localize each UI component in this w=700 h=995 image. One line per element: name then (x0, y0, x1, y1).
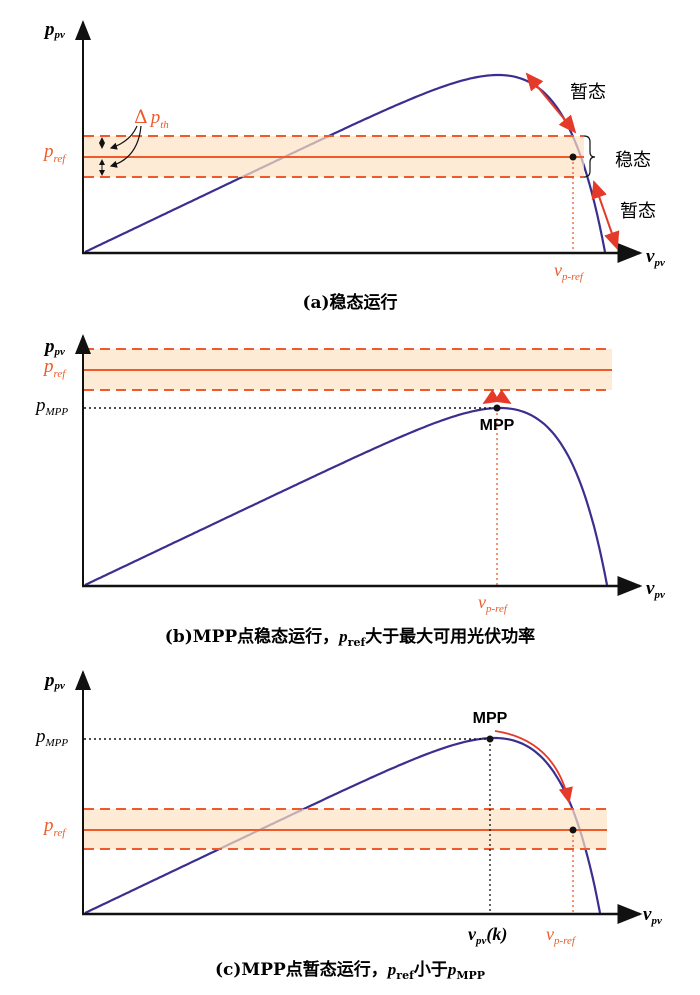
x-axis-label: vpv (643, 904, 662, 927)
x-axis-label: vpv (646, 578, 665, 601)
transient-arrow-lower (591, 180, 620, 250)
caption-b: (b)MPP点稳态运行，pref大于最大可用光伏功率 (165, 626, 535, 649)
operating-point (569, 826, 577, 834)
pv-curve (84, 406, 609, 586)
pmpp-label: pMPP (34, 395, 68, 418)
x-axis-label: vpv (646, 246, 665, 269)
vpref-label: vp-ref (478, 592, 509, 615)
pref-label: pref (42, 815, 67, 839)
caption-c: (c)MPP点暂态运行，pref小于pMPP (215, 959, 485, 982)
panel-c: ppv vpv pref pMPP MPP vpv(k) vp-ref (c)M… (34, 670, 662, 982)
mpp-label: MPP (473, 710, 508, 727)
mpp-point (493, 404, 501, 412)
transient-arrow-upper (525, 72, 577, 134)
pv-curve (84, 736, 602, 914)
pref-label: pref (42, 356, 67, 380)
y-axis-label: ppv (43, 670, 65, 692)
mpp-label: MPP (480, 417, 515, 434)
vpvk-label: vpv(k) (468, 924, 507, 947)
pv-curve (84, 73, 607, 253)
transition-arrow (494, 730, 573, 804)
vpref-label: vp-ref (546, 924, 577, 947)
operating-point (569, 153, 577, 161)
delta-pointer-2 (109, 125, 142, 168)
transient-label-upper: 暂态 (570, 82, 606, 103)
pmpp-label: pMPP (34, 726, 68, 749)
steady-brace (583, 135, 596, 178)
delta-pointer-1 (109, 125, 138, 150)
transient-label-lower: 暂态 (620, 201, 656, 222)
panel-b: ppv vpv pref pMPP MPP vp-ref (b)MPP点稳态运行… (34, 334, 665, 649)
y-axis-label: ppv (43, 336, 65, 358)
mpp-point (486, 735, 494, 743)
caption-a: (a)稳态运行 (302, 292, 397, 313)
y-axis-label: ppv (43, 19, 65, 41)
steady-label: 稳态 (615, 150, 651, 171)
vpref-label: vp-ref (554, 260, 585, 283)
mpp-oscillation-arrow (482, 389, 512, 404)
pref-label: pref (42, 141, 67, 165)
